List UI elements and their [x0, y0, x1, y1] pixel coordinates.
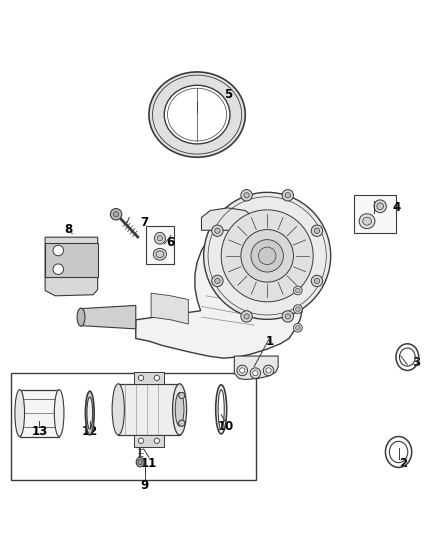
Ellipse shape	[154, 232, 166, 244]
Ellipse shape	[157, 236, 162, 241]
Circle shape	[293, 286, 302, 295]
Text: 1: 1	[265, 335, 273, 348]
Bar	[134, 435, 164, 447]
Text: 11: 11	[141, 457, 157, 470]
Ellipse shape	[87, 397, 92, 429]
Ellipse shape	[164, 85, 230, 144]
Ellipse shape	[153, 248, 166, 260]
Polygon shape	[136, 212, 303, 358]
Circle shape	[285, 192, 290, 198]
Circle shape	[296, 288, 300, 293]
Text: 4: 4	[392, 201, 400, 214]
Circle shape	[212, 275, 223, 287]
Polygon shape	[151, 293, 188, 324]
Circle shape	[204, 192, 331, 319]
Bar	[20, 390, 59, 437]
Circle shape	[138, 375, 144, 381]
Circle shape	[251, 240, 283, 272]
Ellipse shape	[374, 200, 386, 213]
Ellipse shape	[54, 390, 64, 437]
Ellipse shape	[363, 217, 371, 225]
Polygon shape	[45, 243, 98, 277]
Bar	[134, 372, 164, 384]
Circle shape	[311, 225, 323, 237]
Circle shape	[314, 278, 320, 284]
Text: 13: 13	[31, 425, 48, 438]
Ellipse shape	[173, 384, 187, 435]
Text: 3: 3	[412, 356, 420, 369]
Circle shape	[237, 365, 247, 376]
Circle shape	[244, 192, 249, 198]
Ellipse shape	[85, 391, 94, 435]
Ellipse shape	[149, 72, 245, 157]
Circle shape	[282, 311, 293, 322]
Circle shape	[296, 307, 300, 311]
Circle shape	[258, 247, 276, 264]
Circle shape	[241, 190, 252, 201]
Text: 2: 2	[399, 457, 407, 470]
Circle shape	[285, 314, 290, 319]
Circle shape	[263, 365, 274, 376]
Text: 10: 10	[217, 420, 234, 433]
Text: 5: 5	[224, 88, 232, 101]
Ellipse shape	[138, 459, 142, 465]
Circle shape	[266, 368, 271, 373]
Ellipse shape	[112, 384, 124, 435]
Circle shape	[53, 245, 64, 256]
Circle shape	[241, 311, 252, 322]
Text: 9: 9	[141, 479, 148, 491]
Ellipse shape	[359, 214, 375, 229]
Circle shape	[244, 314, 249, 319]
Circle shape	[179, 392, 185, 399]
Circle shape	[250, 368, 261, 378]
Circle shape	[296, 326, 300, 330]
Polygon shape	[234, 356, 278, 379]
Circle shape	[293, 324, 302, 332]
Polygon shape	[201, 208, 254, 230]
Circle shape	[179, 420, 185, 426]
Circle shape	[154, 438, 159, 443]
Text: 7: 7	[141, 216, 148, 229]
Circle shape	[282, 190, 293, 201]
Circle shape	[241, 230, 293, 282]
Circle shape	[221, 210, 313, 302]
Ellipse shape	[377, 203, 384, 209]
Ellipse shape	[136, 457, 144, 467]
Circle shape	[53, 264, 64, 274]
Circle shape	[314, 228, 320, 233]
Bar	[118, 384, 180, 435]
Circle shape	[253, 370, 258, 376]
Bar	[146, 226, 174, 264]
Circle shape	[212, 225, 223, 237]
Ellipse shape	[156, 251, 164, 258]
Text: 6: 6	[167, 236, 175, 249]
Text: 8: 8	[64, 223, 72, 236]
Circle shape	[138, 438, 144, 443]
Circle shape	[215, 228, 220, 233]
Circle shape	[240, 368, 245, 373]
Circle shape	[179, 392, 185, 399]
Text: 12: 12	[81, 425, 98, 438]
Bar	[11, 373, 256, 480]
Circle shape	[154, 375, 159, 381]
Ellipse shape	[77, 308, 85, 326]
Circle shape	[179, 420, 185, 426]
Circle shape	[110, 208, 122, 220]
Ellipse shape	[175, 393, 184, 426]
Bar	[354, 195, 396, 233]
Circle shape	[113, 212, 119, 217]
Polygon shape	[45, 237, 98, 296]
Circle shape	[293, 305, 302, 313]
Polygon shape	[81, 305, 136, 329]
Circle shape	[215, 278, 220, 284]
Circle shape	[311, 275, 323, 287]
Ellipse shape	[15, 390, 25, 437]
